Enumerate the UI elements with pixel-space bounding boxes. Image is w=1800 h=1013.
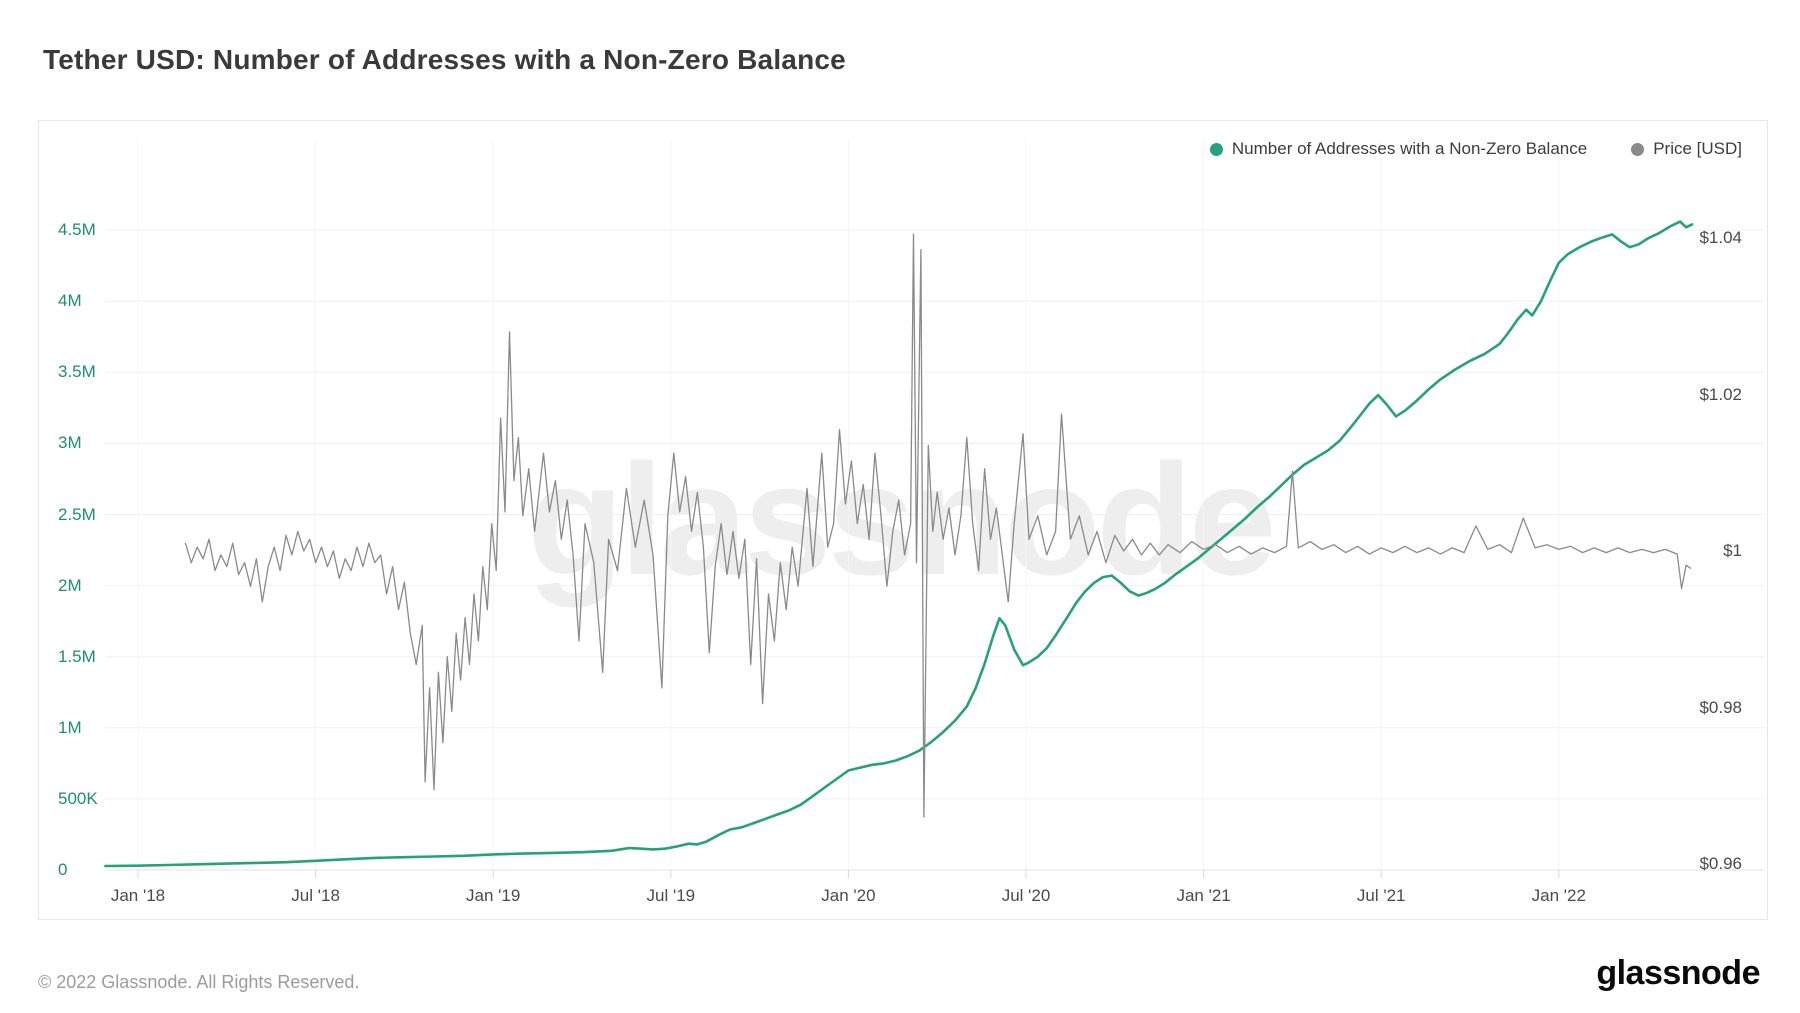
addresses-line-series: [104, 220, 1694, 868]
x-tick-label: Jul '18: [291, 886, 340, 905]
legend-item-addresses[interactable]: Number of Addresses with a Non-Zero Bala…: [1209, 139, 1588, 159]
glassnode-logo[interactable]: glassnode: [1596, 954, 1760, 992]
legend-label-price: Price [USD]: [1653, 139, 1742, 158]
y-left-tick-label: 1.5M: [58, 646, 96, 666]
glassnode-watermark: glassnode: [527, 432, 1276, 608]
y-left-tick-label: 3M: [58, 433, 82, 453]
price-series-dot-icon: [1631, 142, 1645, 156]
price-line-series: [184, 233, 1692, 818]
y-left-tick-label: 4.5M: [58, 220, 96, 240]
y-left-tick-label: 2.5M: [58, 504, 96, 524]
x-tick-label: Jan '18: [110, 886, 166, 905]
x-tick-label: Jul '19: [646, 886, 696, 905]
x-tick-label: Jul '21: [1356, 886, 1406, 905]
y-left-tick-label: 0: [58, 860, 68, 879]
x-tick-label: Jan '21: [1176, 886, 1231, 905]
y-right-tick-label: $1.02: [1699, 384, 1742, 404]
y-right-tick-label: $1.04: [1699, 228, 1742, 247]
y-left-tick-label: 500K: [58, 788, 98, 808]
x-tick-label: Jan '19: [466, 886, 521, 905]
y-left-tick-label: 1M: [58, 717, 82, 737]
page-title: Tether USD: Number of Addresses with a N…: [43, 44, 846, 75]
y-right-tick-label: $0.96: [1699, 854, 1742, 873]
legend-label-addresses: Number of Addresses with a Non-Zero Bala…: [1231, 139, 1588, 158]
legend-item-price[interactable]: Price [USD]: [1631, 139, 1742, 159]
y-left-tick-label: 2M: [58, 575, 82, 595]
copyright-text: © 2022 Glassnode. All Rights Reserved.: [38, 972, 360, 992]
x-tick-label: Jul '20: [1001, 886, 1051, 905]
x-tick-label: Jan '22: [1531, 886, 1586, 905]
y-left-tick-label: 3.5M: [58, 362, 96, 382]
x-tick-label: Jan '20: [821, 886, 876, 905]
y-right-tick-label: $1: [1723, 541, 1742, 560]
chart-legend: Number of Addresses with a Non-Zero Bala…: [1209, 139, 1742, 159]
y-right-tick-label: $0.98: [1699, 697, 1742, 717]
chart-panel: [38, 120, 1768, 920]
y-left-tick-label: 4M: [58, 291, 82, 311]
addresses-series-dot-icon: [1209, 142, 1223, 156]
